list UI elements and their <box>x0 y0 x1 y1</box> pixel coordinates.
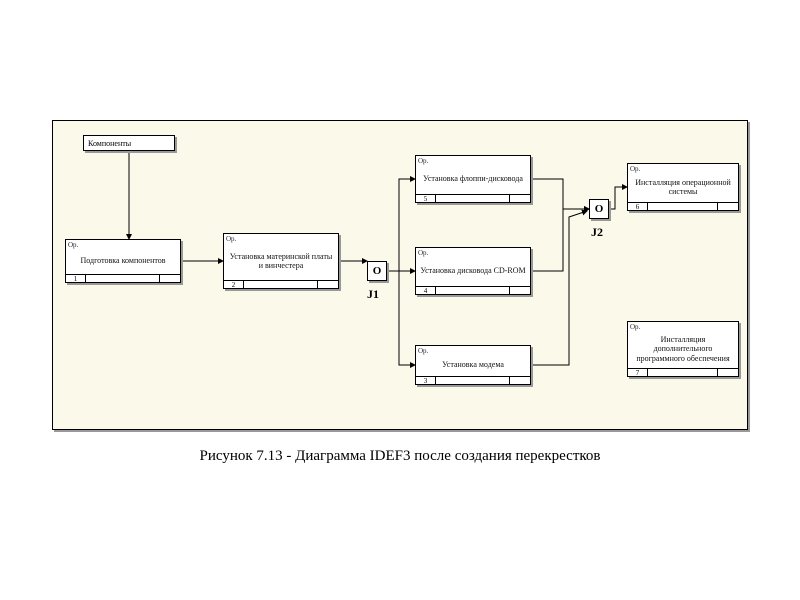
junction-j1: O <box>367 261 387 281</box>
uob-install-cdrom: Ор. Установка дисковода CD-ROM 4 <box>415 247 531 295</box>
uob-install-os: Ор. Инсталляция операционной системы 6 <box>627 163 739 211</box>
uob-number: 4 <box>416 287 436 294</box>
junction-j2-label: J2 <box>591 225 603 240</box>
uob-tag: Ор. <box>630 323 640 331</box>
uob-install-motherboard: Ор. Установка материнской платы и винчес… <box>223 233 339 289</box>
junction-symbol: O <box>595 203 604 215</box>
uob-tag: Ор. <box>226 235 236 243</box>
uob-number: 5 <box>416 195 436 202</box>
diagram-canvas: Компоненты O J1 O J2 Ор. Подготовка комп… <box>52 120 748 430</box>
uob-tag: Ор. <box>418 157 428 165</box>
uob-number: 7 <box>628 369 648 376</box>
uob-footer: 2 <box>224 280 338 288</box>
uob-tag: Ор. <box>630 165 640 173</box>
uob-number: 6 <box>628 203 648 210</box>
referent-components: Компоненты <box>83 135 175 151</box>
uob-footer: 3 <box>416 376 530 384</box>
uob-footer: 5 <box>416 194 530 202</box>
uob-tag: Ор. <box>68 241 78 249</box>
uob-number: 3 <box>416 377 436 384</box>
uob-number: 2 <box>224 281 244 288</box>
junction-symbol: O <box>373 265 382 277</box>
junction-j1-label: J1 <box>367 287 379 302</box>
junction-j2: O <box>589 199 609 219</box>
uob-prepare-components: Ор. Подготовка компонентов 1 <box>65 239 181 283</box>
uob-install-extra-software: Ор. Инсталляция дополнительного программ… <box>627 321 739 377</box>
uob-install-modem: Ор. Установка модема 3 <box>415 345 531 385</box>
figure-caption: Рисунок 7.13 - Диаграмма IDEF3 после соз… <box>0 448 800 465</box>
uob-tag: Ор. <box>418 249 428 257</box>
uob-footer: 4 <box>416 286 530 294</box>
uob-tag: Ор. <box>418 347 428 355</box>
uob-install-floppy: Ор. Установка флоппи-дисковода 5 <box>415 155 531 203</box>
referent-label: Компоненты <box>88 139 131 148</box>
uob-footer: 7 <box>628 368 738 376</box>
uob-footer: 1 <box>66 274 180 282</box>
uob-number: 1 <box>66 275 86 282</box>
uob-footer: 6 <box>628 202 738 210</box>
